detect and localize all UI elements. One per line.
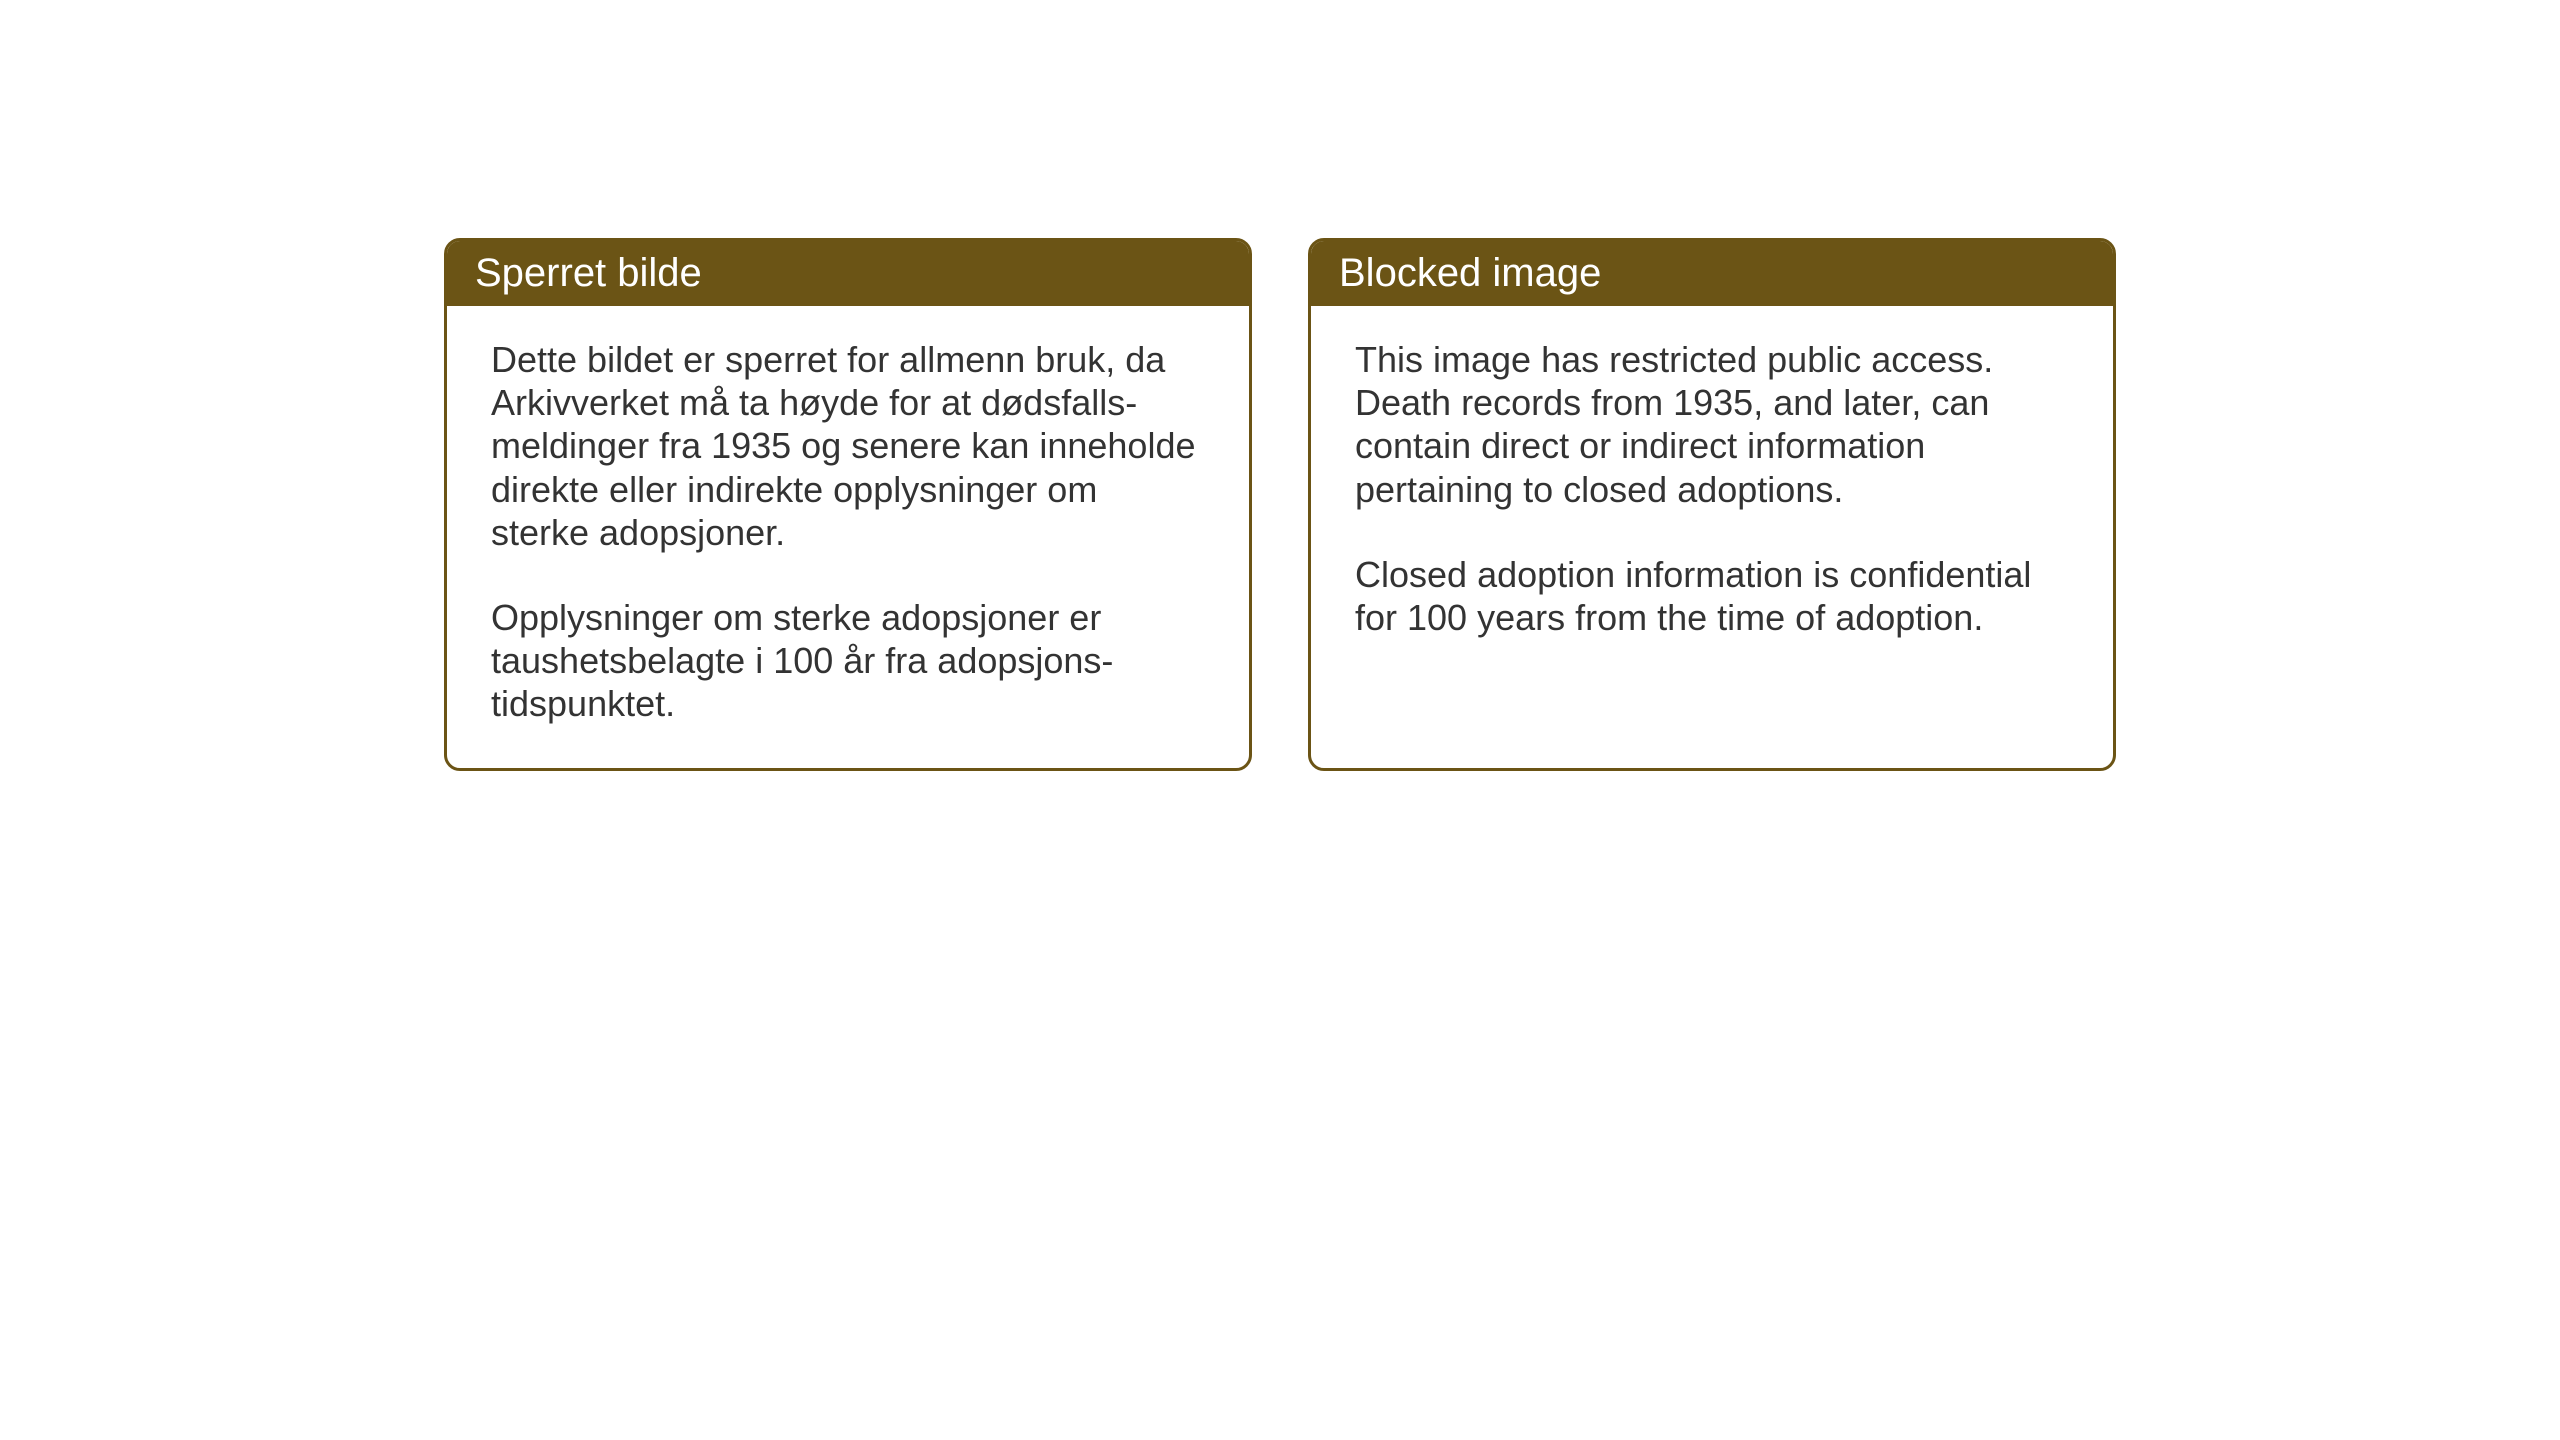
notice-container: Sperret bilde Dette bildet er sperret fo… (444, 238, 2116, 771)
card-header-norwegian: Sperret bilde (447, 241, 1249, 306)
card-header-english: Blocked image (1311, 241, 2113, 306)
card-paragraph-norwegian-1: Dette bildet er sperret for allmenn bruk… (491, 338, 1205, 554)
card-title-english: Blocked image (1339, 251, 1601, 295)
notice-card-norwegian: Sperret bilde Dette bildet er sperret fo… (444, 238, 1252, 771)
card-paragraph-norwegian-2: Opplysninger om sterke adopsjoner er tau… (491, 596, 1205, 726)
card-paragraph-english-2: Closed adoption information is confident… (1355, 553, 2069, 639)
card-title-norwegian: Sperret bilde (475, 251, 702, 295)
card-body-english: This image has restricted public access.… (1311, 306, 2113, 754)
card-body-norwegian: Dette bildet er sperret for allmenn bruk… (447, 306, 1249, 768)
card-paragraph-english-1: This image has restricted public access.… (1355, 338, 2069, 511)
notice-card-english: Blocked image This image has restricted … (1308, 238, 2116, 771)
